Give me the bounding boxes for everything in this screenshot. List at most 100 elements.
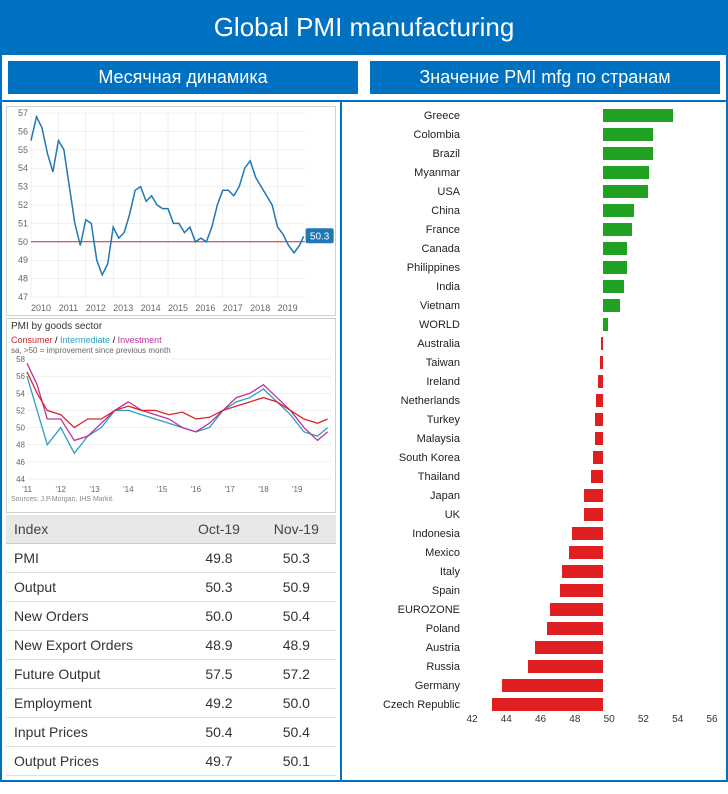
country-label: Poland xyxy=(346,623,466,635)
country-label: India xyxy=(346,281,466,293)
bar-fill xyxy=(603,185,648,198)
bar-track xyxy=(466,660,722,674)
bar-fill xyxy=(603,166,649,179)
pmi-data-table: IndexOct-19Nov-19 PMI49.850.3Output50.35… xyxy=(6,515,336,776)
country-bar-row: Ireland xyxy=(346,372,722,391)
bar-fill xyxy=(528,660,603,673)
svg-text:48: 48 xyxy=(16,441,25,450)
bar-fill xyxy=(584,508,603,521)
bar-fill xyxy=(603,299,620,312)
bar-track xyxy=(466,470,722,484)
svg-text:55: 55 xyxy=(18,145,28,155)
bar-fill xyxy=(550,603,603,616)
svg-text:46: 46 xyxy=(16,458,25,467)
country-bar-row: Spain xyxy=(346,581,722,600)
country-bar-row: Poland xyxy=(346,619,722,638)
svg-text:52: 52 xyxy=(18,200,28,210)
country-pmi-bar-chart: Greece Colombia Brazil Myanmar USA China xyxy=(346,106,722,746)
bar-track xyxy=(466,394,722,408)
subtitle-row: Месячная динамика Значение PMI mfg по ст… xyxy=(0,55,728,102)
svg-text:2013: 2013 xyxy=(113,303,133,313)
bar-fill xyxy=(603,280,624,293)
svg-text:54: 54 xyxy=(18,163,28,173)
table-cell: 50.0 xyxy=(181,602,256,631)
table-row: Input Prices50.450.4 xyxy=(6,718,336,747)
bar-fill xyxy=(584,489,603,502)
country-bar-row: Germany xyxy=(346,676,722,695)
country-bar-row: Turkey xyxy=(346,410,722,429)
svg-text:51: 51 xyxy=(18,218,28,228)
country-label: Malaysia xyxy=(346,433,466,445)
svg-text:53: 53 xyxy=(18,182,28,192)
svg-text:50.3: 50.3 xyxy=(310,231,330,242)
svg-text:2015: 2015 xyxy=(168,303,188,313)
table-row: New Orders50.050.4 xyxy=(6,602,336,631)
country-bar-row: India xyxy=(346,277,722,296)
chart2-source: Sources: J.P.Morgan, IHS Markit. xyxy=(7,495,335,504)
bar-fill xyxy=(596,394,603,407)
country-label: Thailand xyxy=(346,471,466,483)
svg-text:'11: '11 xyxy=(22,485,32,494)
country-bar-row: USA xyxy=(346,182,722,201)
bar-track xyxy=(466,337,722,351)
bar-fill xyxy=(492,698,603,711)
table-cell: Output Prices xyxy=(6,747,181,776)
xaxis-tick: 52 xyxy=(638,714,649,725)
bar-fill xyxy=(603,204,634,217)
bar-track xyxy=(466,584,722,598)
bar-track xyxy=(466,641,722,655)
monthly-dynamics-chart: 4748495051525354555657201020112012201320… xyxy=(6,106,336,316)
table-cell: 48.9 xyxy=(257,631,336,660)
country-bar-row: Czech Republic xyxy=(346,695,722,714)
country-bar-row: Indonesia xyxy=(346,524,722,543)
country-label: Taiwan xyxy=(346,357,466,369)
table-cell: 49.7 xyxy=(181,747,256,776)
bar-track xyxy=(466,546,722,560)
xaxis-tick: 48 xyxy=(569,714,580,725)
table-cell: 57.5 xyxy=(181,660,256,689)
country-bar-row: Australia xyxy=(346,334,722,353)
svg-text:2016: 2016 xyxy=(195,303,215,313)
country-label: Spain xyxy=(346,585,466,597)
table-row: New Export Orders48.948.9 xyxy=(6,631,336,660)
svg-text:47: 47 xyxy=(18,292,28,302)
svg-text:2017: 2017 xyxy=(223,303,243,313)
svg-text:44: 44 xyxy=(16,475,25,484)
bar-fill xyxy=(603,261,627,274)
content-row: 4748495051525354555657201020112012201320… xyxy=(0,102,728,782)
country-bar-row: UK xyxy=(346,505,722,524)
xaxis-tick: 46 xyxy=(535,714,546,725)
bar-track xyxy=(466,451,722,465)
country-label: Germany xyxy=(346,680,466,692)
country-label: Austria xyxy=(346,642,466,654)
bar-track xyxy=(466,299,722,313)
hbar-xaxis: 4244464850525456 xyxy=(472,714,722,732)
svg-text:'15: '15 xyxy=(157,485,168,494)
svg-text:'16: '16 xyxy=(191,485,202,494)
country-bar-row: Philippines xyxy=(346,258,722,277)
table-cell: 50.4 xyxy=(257,602,336,631)
svg-text:2014: 2014 xyxy=(141,303,161,313)
bar-fill xyxy=(535,641,604,654)
country-label: South Korea xyxy=(346,452,466,464)
country-label: Mexico xyxy=(346,547,466,559)
country-bar-row: Myanmar xyxy=(346,163,722,182)
bar-fill xyxy=(603,318,608,331)
country-bar-row: Thailand xyxy=(346,467,722,486)
country-label: China xyxy=(346,205,466,217)
bar-track xyxy=(466,356,722,370)
table-cell: 50.4 xyxy=(181,718,256,747)
bar-fill xyxy=(603,109,673,122)
svg-text:48: 48 xyxy=(18,274,28,284)
bar-fill xyxy=(603,147,653,160)
bar-fill xyxy=(502,679,603,692)
table-header: Index xyxy=(6,515,181,544)
table-cell: 50.3 xyxy=(257,544,336,573)
bar-track xyxy=(466,413,722,427)
country-bar-row: Brazil xyxy=(346,144,722,163)
bar-track xyxy=(466,242,722,256)
svg-text:2010: 2010 xyxy=(31,303,51,313)
svg-text:'19: '19 xyxy=(292,485,303,494)
country-bar-row: Malaysia xyxy=(346,429,722,448)
bar-track xyxy=(466,679,722,693)
